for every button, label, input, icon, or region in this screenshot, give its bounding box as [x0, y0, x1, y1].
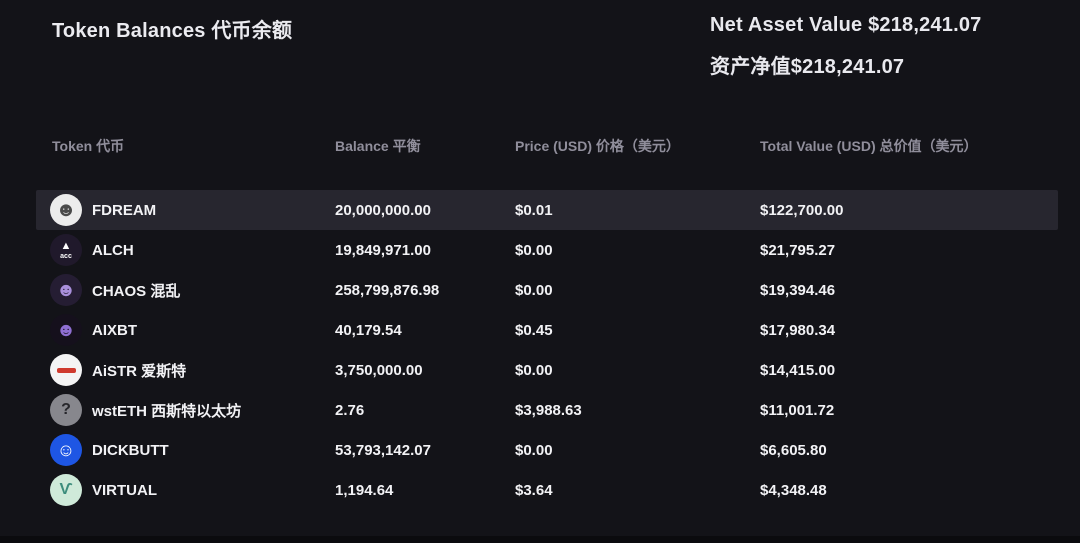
column-header-balance: Balance 平衡	[335, 138, 421, 154]
token-balance: 19,849,971.00	[335, 241, 431, 259]
token-name: FDREAM	[92, 201, 157, 219]
net-asset-value: Net Asset Value $218,241.07 资产净值$218,241…	[710, 14, 982, 92]
token-total-value: $14,415.00	[760, 361, 836, 379]
token-balances-table: Token 代币 Balance 平衡 Price (USD) 价格（美元） T…	[36, 136, 1058, 510]
table-row[interactable]: VIRTUAL 1,194.64 $3.64 $4,348.48	[36, 470, 1058, 510]
token-price: $0.00	[515, 241, 553, 259]
chaos-token-icon	[50, 274, 82, 306]
column-header-total-value: Total Value (USD) 总价值（美元）	[760, 138, 978, 154]
net-asset-value-zh: 资产净值$218,241.07	[710, 56, 905, 78]
token-total-value: $19,394.46	[760, 281, 836, 299]
token-price: $3.64	[515, 481, 553, 499]
table-row[interactable]: AiSTR 爱斯特 3,750,000.00 $0.00 $14,415.00	[36, 350, 1058, 390]
token-price: $0.01	[515, 201, 553, 219]
token-total-value: $17,980.34	[760, 321, 836, 339]
token-balance: 20,000,000.00	[335, 201, 431, 219]
table-header-row: Token 代币 Balance 平衡 Price (USD) 价格（美元） T…	[36, 136, 1058, 156]
page-title: Token Balances 代币余额	[52, 20, 293, 42]
token-balance: 3,750,000.00	[335, 361, 423, 379]
aixbt-token-icon	[50, 314, 82, 346]
table-row[interactable]: FDREAM 20,000,000.00 $0.01 $122,700.00	[36, 190, 1058, 230]
token-price: $0.00	[515, 281, 553, 299]
token-price: $0.45	[515, 321, 553, 339]
token-total-value: $6,605.80	[760, 441, 827, 459]
token-total-value: $21,795.27	[760, 241, 836, 259]
table-row[interactable]: wstETH 西斯特以太坊 2.76 $3,988.63 $11,001.72	[36, 390, 1058, 430]
token-name: ALCH	[92, 241, 134, 259]
token-name: AIXBT	[92, 321, 137, 339]
token-balance: 1,194.64	[335, 481, 394, 499]
token-total-value: $11,001.72	[760, 401, 835, 419]
table-row[interactable]: ALCH 19,849,971.00 $0.00 $21,795.27	[36, 230, 1058, 270]
token-balance: 40,179.54	[335, 321, 402, 339]
wsteth-token-icon	[50, 394, 82, 426]
token-name: VIRTUAL	[92, 481, 157, 499]
token-total-value: $122,700.00	[760, 201, 844, 219]
topbar: Token Balances 代币余额	[52, 14, 1050, 43]
token-name: DICKBUTT	[92, 441, 169, 459]
column-header-token: Token 代币	[52, 138, 125, 154]
token-balance: 53,793,142.07	[335, 441, 431, 459]
token-name: wstETH 西斯特以太坊	[92, 402, 242, 420]
alch-token-icon	[50, 234, 82, 266]
token-price: $0.00	[515, 361, 553, 379]
aistr-token-icon	[50, 354, 82, 386]
token-total-value: $4,348.48	[760, 481, 827, 499]
dickbutt-token-icon	[50, 434, 82, 466]
table-body: FDREAM 20,000,000.00 $0.01 $122,700.00 A…	[36, 190, 1058, 510]
bottom-edge-strip	[0, 536, 1080, 543]
token-balance: 2.76	[335, 401, 365, 419]
column-header-price: Price (USD) 价格（美元）	[515, 138, 680, 154]
table-row[interactable]: AIXBT 40,179.54 $0.45 $17,980.34	[36, 310, 1058, 350]
token-name: AiSTR 爱斯特	[92, 362, 187, 380]
token-price: $3,988.63	[515, 401, 582, 419]
net-asset-value-en: Net Asset Value $218,241.07	[710, 14, 982, 36]
table-row[interactable]: CHAOS 混乱 258,799,876.98 $0.00 $19,394.46	[36, 270, 1058, 310]
fdream-token-icon	[50, 194, 82, 226]
token-balance: 258,799,876.98	[335, 281, 440, 299]
token-price: $0.00	[515, 441, 553, 459]
token-name: CHAOS 混乱	[92, 282, 181, 300]
virtual-token-icon	[50, 474, 82, 506]
table-row[interactable]: DICKBUTT 53,793,142.07 $0.00 $6,605.80	[36, 430, 1058, 470]
